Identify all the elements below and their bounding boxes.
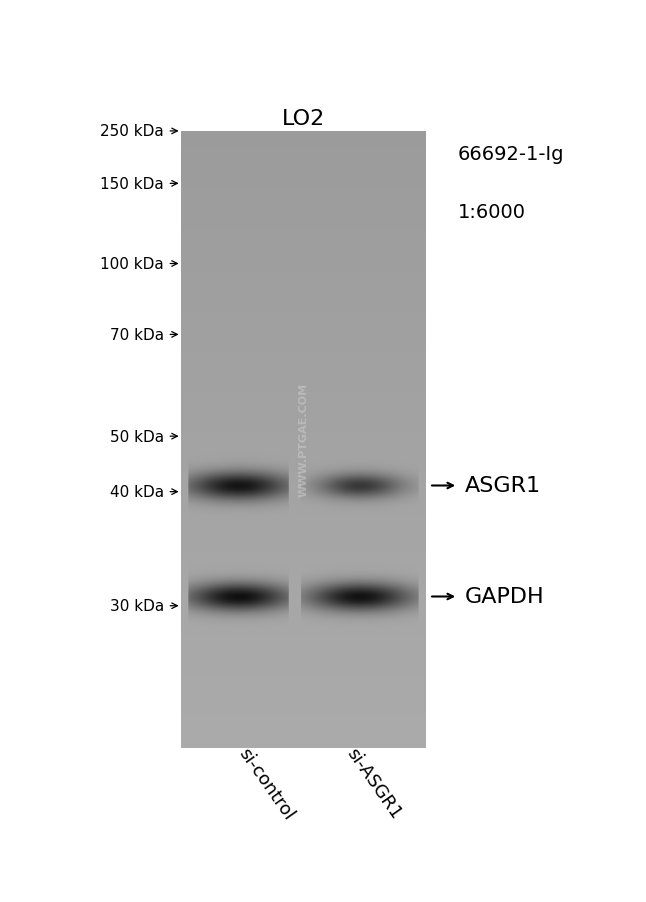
Text: 1:6000: 1:6000 — [458, 203, 526, 222]
Text: 50 kDa: 50 kDa — [110, 429, 164, 444]
Text: ASGR1: ASGR1 — [464, 476, 541, 496]
Text: 100 kDa: 100 kDa — [100, 257, 164, 272]
Text: LO2: LO2 — [282, 109, 326, 129]
Text: 30 kDa: 30 kDa — [110, 599, 164, 613]
Text: WWW.PTGAE.COM: WWW.PTGAE.COM — [298, 382, 309, 497]
Text: si-ASGR1: si-ASGR1 — [343, 745, 404, 822]
Text: 40 kDa: 40 kDa — [110, 484, 164, 500]
Text: 150 kDa: 150 kDa — [100, 177, 164, 191]
Text: GAPDH: GAPDH — [464, 587, 544, 607]
Text: 70 kDa: 70 kDa — [110, 327, 164, 343]
Text: 66692-1-Ig: 66692-1-Ig — [458, 144, 565, 164]
Text: 250 kDa: 250 kDa — [100, 124, 164, 139]
Text: si-control: si-control — [235, 745, 298, 824]
